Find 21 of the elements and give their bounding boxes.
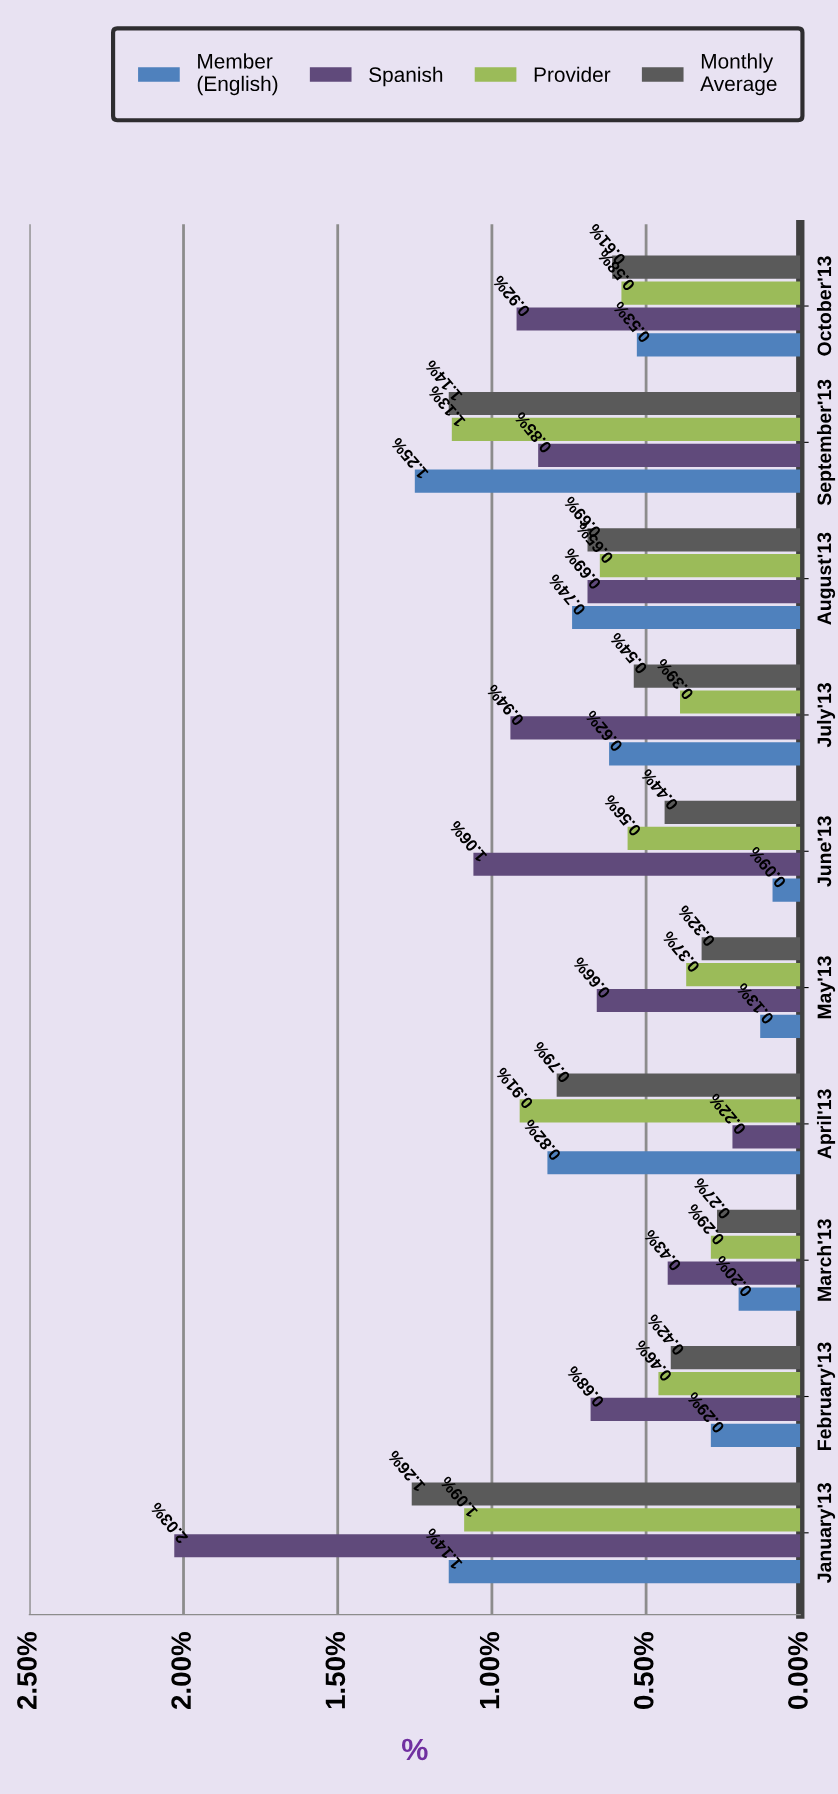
y-tick-label: August'13 (817, 532, 836, 625)
x-tick-label: 1.50% (325, 1631, 346, 1709)
y-tick-label: April'13 (816, 1089, 836, 1159)
y-tick-label: June'13 (817, 816, 832, 887)
legend-label: Spanish (369, 66, 443, 87)
x-axis-title: % (401, 1738, 428, 1761)
x-tick-label: 0.50% (633, 1631, 654, 1709)
x-tick-label: 2.00% (171, 1631, 191, 1710)
x-tick-label: 1.00% (479, 1631, 500, 1709)
y-tick-label: October'13 (816, 256, 832, 356)
legend-label: Member (English) (197, 53, 278, 96)
x-tick-label: 0.00% (788, 1631, 808, 1709)
y-tick-label: May'13 (817, 956, 836, 1019)
x-tick-label: 2.50% (17, 1631, 37, 1710)
y-tick-label: March'13 (816, 1219, 832, 1301)
legend-label: Monthly Average (700, 53, 777, 96)
y-tick-label: February'13 (816, 1342, 836, 1450)
y-tick-label: July'13 (816, 683, 836, 748)
legend-label: Provider (534, 66, 611, 83)
y-tick-label: January'13 (817, 1483, 836, 1583)
y-tick-label: September'13 (816, 379, 836, 506)
